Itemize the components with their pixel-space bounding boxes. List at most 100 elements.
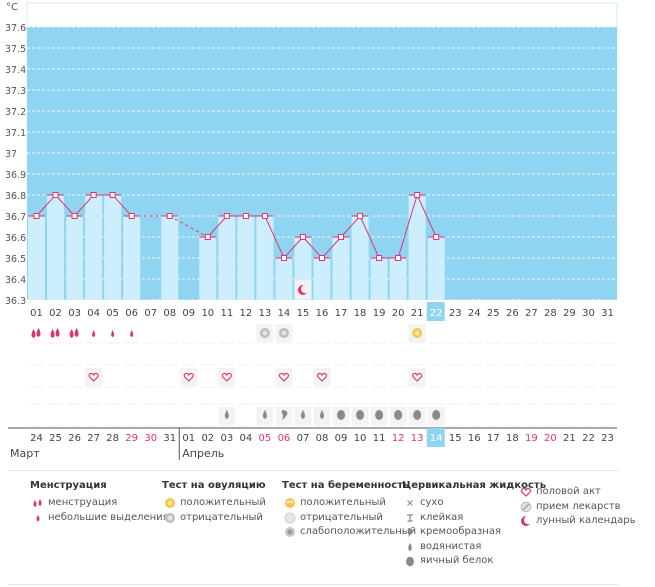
temperature-point [376,255,383,261]
calendar-date-label: 23 [601,433,614,444]
menstruation-icon [31,328,41,338]
temperature-bar [313,258,331,300]
temperature-bar [104,195,122,300]
calendar-date-label: 22 [582,433,595,444]
temperature-bar [332,237,350,300]
heart-icon [88,372,99,382]
temperature-bar [275,258,293,300]
calendar-date-label: 06 [278,433,291,444]
cycle-day-label: 23 [449,308,462,319]
cycle-day-label: 26 [506,308,519,319]
heart-icon [520,487,532,497]
temperature-point [223,213,230,219]
positive-test-icon [165,498,175,508]
legend-label: положительный [180,497,266,508]
watery-icon [224,410,229,419]
cycle-day-label: 15 [297,308,310,319]
cycle-day-label: 04 [87,308,100,319]
symptom-cell [180,368,198,386]
legend-separator [8,470,618,471]
y-tick-label: 36.8 [5,191,26,202]
y-unit-label: °C [6,2,18,13]
menstruation-icon [33,499,42,507]
cycle-day-label: 27 [525,308,538,319]
watery-icon [262,410,267,419]
symptom-cell [313,368,331,386]
cycle-day-row: 01 02 03 04 05 06 07 08 09 10 11 12 13 14 15 16 17 18 19 20… [30,302,614,321]
symptom-cell [85,368,103,386]
date-highlight [426,428,445,447]
calendar-date-label: 14 [430,433,443,444]
calendar-date-label: 12 [392,433,405,444]
temperature-point [71,213,78,219]
symptom-cell [408,368,426,386]
egg-white-icon [356,410,365,420]
dry-icon [407,500,413,506]
y-tick-label: 36.5 [5,254,26,265]
calendar-date-label: 02 [201,433,214,444]
temperature-point [280,255,287,261]
y-tick-label: 36.3 [5,296,26,307]
cycle-day-label: 03 [68,308,81,319]
legend-cervical-fluid: Цервикальная жидкость сухо клейкая кремо… [402,480,546,569]
cycle-day-label: 24 [468,308,481,319]
symptom-cell [218,368,236,386]
temperature-bar [199,237,217,300]
calendar-date-label: 09 [335,433,348,444]
temperature-point [52,192,59,198]
cycle-day-label: 19 [373,308,386,319]
legend-item: кремообразная [402,525,546,540]
legend-ovulation-test: Тест на овуляцию положительный отрицател… [162,480,266,525]
temperature-bar [237,216,255,300]
moon-icon-shade [300,284,310,294]
heart-icon [221,372,232,382]
calendar-date-label: 04 [240,433,253,444]
y-tick-label: 37 [5,149,17,160]
legend-label: половой акт [536,486,601,497]
cycle-day-label: 05 [106,308,119,319]
medication-icon [520,501,532,512]
temperature-line [36,194,133,217]
calendar-date-label: 07 [297,433,310,444]
bbt-chart: °C 36.3 36.4 36.5 36.6 36.7 36.8 36.9 37 37.1 37.2… [5,2,618,460]
watery-icon [300,410,305,419]
cycle-day-label: 07 [144,308,157,319]
legend-item: слабоположительный [282,525,416,540]
egg-white-icon [394,410,403,420]
cycle-day-label: 09 [182,308,195,319]
y-tick-label: 36.7 [5,212,26,223]
calendar-date-label: 10 [354,433,367,444]
temperature-point [33,213,40,219]
legend-label: клейкая [420,511,464,523]
light-spotting-icon [92,330,96,337]
temperature-point [414,192,421,198]
calendar-date-label: 21 [563,433,576,444]
legend-label: небольшие выделения [48,511,169,523]
y-tick-label: 37.2 [5,107,26,118]
legend-label: яичный белок [420,555,494,566]
cycle-day-highlight [426,302,445,321]
creamy-icon [407,528,413,537]
symptom-grid [29,324,615,427]
cycle-day-label: 06 [125,308,138,319]
temperature-point [319,255,325,261]
legend-item: отрицательный [282,511,416,526]
temperature-point [90,192,97,198]
calendar-date-label: 11 [373,433,386,444]
legend-item: клейкая [402,511,546,526]
temperature-bar [389,258,407,300]
temperature-point [204,234,211,240]
legend-label: отрицательный [300,511,383,523]
temperature-bar [28,216,46,300]
legend-item: яичный белок [402,554,546,569]
heart-icon [278,372,290,382]
legend-item: водянистая [402,540,546,555]
calendar-date-label: 03 [220,433,233,444]
bottom-separator [8,584,618,585]
light-spotting-icon [130,330,134,337]
heart-icon [183,372,194,382]
cycle-day-label: 08 [163,308,176,319]
calendar-date-label: 30 [144,433,157,444]
calendar-date-label: 25 [49,433,62,444]
temperature-bar [123,216,141,300]
